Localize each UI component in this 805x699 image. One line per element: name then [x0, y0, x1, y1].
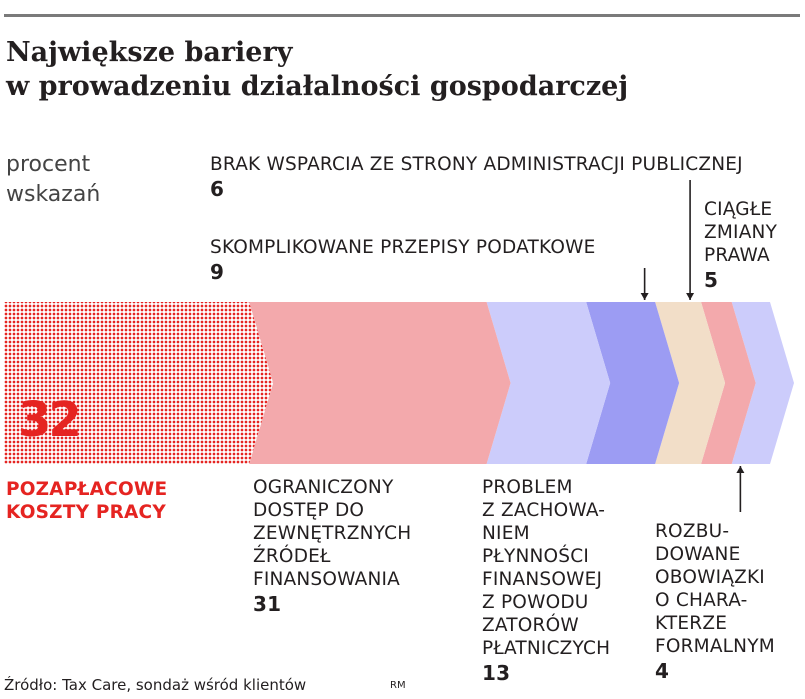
label-plynnosc-line: ZATORÓW: [482, 615, 579, 636]
label-dostep: OGRANICZONY DOSTĘP DO ZEWNĘTRZNYCH ŹRÓDE…: [253, 476, 411, 616]
segment-admin: [655, 302, 726, 464]
label-plynnosc: PROBLEM Z ZACHOWA- NIEM PŁYNNOŚCI FINANS…: [482, 476, 610, 685]
label-formalne-line: FORMALNYM: [655, 636, 775, 657]
chart-title: Największe bariery w prowadzeniu działal…: [6, 36, 796, 104]
label-formalne-line: OBOWIĄZKI: [655, 567, 765, 588]
segment-koszty: [4, 302, 274, 464]
label-plynnosc-line: Z POWODU: [482, 592, 589, 613]
label-dostep-line: OGRANICZONY: [253, 477, 394, 498]
label-plynnosc-line: Z ZACHOWA-: [482, 500, 606, 521]
label-koszty-line: KOSZTY PRACY: [6, 502, 166, 523]
segment-formalne: [701, 302, 756, 464]
value-label-formalne: 4: [655, 659, 670, 683]
label-plynnosc-line: PŁATNICZYCH: [482, 638, 611, 659]
label-dostep-line: ZEWNĘTRZNYCH: [253, 523, 412, 544]
value-label-plynnosc: 13: [482, 661, 511, 685]
label-formalne-line: DOWANE: [655, 544, 741, 565]
author-initials: RM: [390, 680, 406, 691]
label-prawo-line: PRAWA: [704, 245, 770, 266]
label-prawo-line: ZMIANY: [704, 222, 778, 243]
segment-plynnosc: [486, 302, 611, 464]
value-label-dostep: 31: [253, 592, 282, 616]
label-formalne-line: KTERZE: [655, 613, 728, 634]
top-rule: [4, 14, 800, 17]
unit-line-1: procent: [6, 152, 91, 177]
label-admin: BRAK WSPARCIA ZE STRONY ADMINISTRACJI PU…: [210, 153, 743, 201]
value-label-koszty-big: 32: [18, 392, 82, 448]
label-koszty-text: POZAPŁACOWE KOSZTY PRACY: [6, 478, 167, 524]
label-plynnosc-line: FINANSOWEJ: [482, 569, 603, 590]
label-koszty-line: POZAPŁACOWE: [6, 479, 168, 500]
value-label-admin: 6: [210, 177, 225, 201]
segment-prawo: [731, 302, 794, 464]
label-dostep-line: FINANSOWANIA: [253, 569, 401, 590]
unit-line-2: wskazań: [6, 182, 101, 207]
leader-lines: [640, 180, 745, 512]
value-label-podatki: 9: [210, 260, 225, 284]
unit-label: procent wskazań: [6, 150, 100, 210]
label-plynnosc-line: NIEM: [482, 523, 530, 544]
label-plynnosc-line: PŁYNNOŚCI: [482, 546, 590, 567]
label-formalne: ROZBU- DOWANE OBOWIĄZKI O CHARA- KTERZE …: [655, 520, 775, 683]
label-dostep-line: ŹRÓDEŁ: [253, 546, 331, 567]
leader-arrow-formalne: [736, 466, 745, 473]
label-podatki: SKOMPLIKOWANE PRZEPISY PODATKOWE 9: [210, 236, 595, 284]
label-podatki-line: SKOMPLIKOWANE PRZEPISY PODATKOWE: [210, 237, 596, 258]
segment-podatki: [586, 302, 680, 464]
label-prawo: CIĄGŁE ZMIANY PRAWA 5: [704, 198, 777, 292]
label-plynnosc-line: PROBLEM: [482, 477, 573, 498]
segment-dostep: [249, 302, 511, 464]
label-formalne-line: ROZBU-: [655, 521, 730, 542]
label-prawo-line: CIĄGŁE: [704, 199, 773, 220]
leader-arrow-admin: [686, 293, 695, 300]
label-dostep-line: DOSTĘP DO: [253, 500, 365, 521]
label-koszty: POZAPŁACOWE KOSZTY PRACY: [6, 478, 167, 524]
title-line-1: Największe bariery: [6, 37, 293, 68]
segments-group: [4, 302, 794, 464]
source-note: Źródło: Tax Care, sondaż wśród klientów: [4, 676, 307, 694]
label-formalne-line: O CHARA-: [655, 590, 748, 611]
title-line-2: w prowadzeniu działalności gospodarczej: [6, 71, 629, 102]
value-label-prawo: 5: [704, 268, 719, 292]
leader-arrow-podatki: [640, 293, 649, 300]
label-admin-line: BRAK WSPARCIA ZE STRONY ADMINISTRACJI PU…: [210, 154, 743, 175]
